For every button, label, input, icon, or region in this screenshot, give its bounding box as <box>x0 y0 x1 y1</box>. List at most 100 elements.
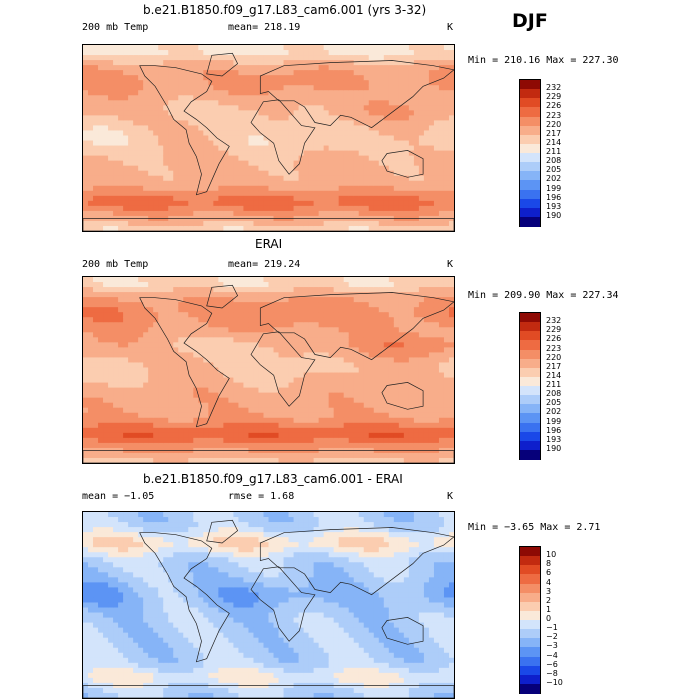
units-label: K <box>447 259 454 270</box>
colorbar-swatch <box>520 313 540 323</box>
colorbar-tick-label: 193 <box>546 434 562 444</box>
colorbar-tick-label: 190 <box>546 210 562 220</box>
colorbar-tick-label: 0 <box>546 614 552 623</box>
coastline <box>139 65 230 196</box>
colorbar-swatch <box>520 171 540 181</box>
colorbar-swatch <box>520 556 540 566</box>
colorbar-swatch <box>520 207 540 218</box>
colorbar-tick-label: 214 <box>546 137 562 147</box>
colorbar-swatch <box>520 647 540 657</box>
colorbar-swatch <box>520 656 540 667</box>
colorbar <box>519 79 541 227</box>
minmax-label: Min = −3.65 Max = 2.71 <box>468 522 601 533</box>
colorbar-swatch <box>520 565 540 575</box>
colorbar-tick-label: −3 <box>546 641 558 651</box>
colorbar-tick-label: 217 <box>546 361 562 371</box>
colorbar-swatch <box>520 322 540 332</box>
coastline <box>139 532 230 663</box>
colorbar-tick-label: 190 <box>546 443 562 453</box>
mean-label: mean= 218.19 <box>228 22 301 33</box>
colorbar-tick-label: 217 <box>546 128 562 138</box>
colorbar-tick-label: 196 <box>546 425 562 435</box>
colorbar-tick-label: 199 <box>546 416 562 426</box>
coastline <box>259 527 454 596</box>
coastline <box>259 60 454 129</box>
colorbar-tick-label: −8 <box>546 668 558 678</box>
mean-label: mean = −1.05 <box>82 491 155 502</box>
colorbar-tick-label: 229 <box>546 325 562 335</box>
colorbar-swatch <box>520 367 540 378</box>
map-field <box>83 277 454 463</box>
colorbar-swatch <box>520 216 540 227</box>
colorbar-swatch <box>520 153 540 163</box>
coastline <box>206 519 239 544</box>
coastline <box>250 566 316 642</box>
colorbar-swatch <box>520 610 540 621</box>
panel-title: b.e21.B1850.f09_g17.L83_cam6.001 (yrs 3-… <box>143 3 427 17</box>
colorbar-swatch <box>520 638 540 648</box>
minmax-label: Min = 210.16 Max = 227.30 <box>468 55 619 66</box>
minmax-label: Min = 209.90 Max = 227.34 <box>468 290 619 301</box>
coastline <box>206 52 239 77</box>
season-label: DJF <box>512 10 548 32</box>
colorbar-swatch <box>520 386 540 396</box>
colorbar-tick-label: 208 <box>546 156 562 166</box>
colorbar-tick-label: 214 <box>546 370 562 380</box>
difference-map <box>82 511 455 699</box>
colorbar-tick-label: 10 <box>546 550 557 560</box>
colorbar-swatch <box>520 376 540 387</box>
coastline <box>83 218 454 231</box>
colorbar-swatch <box>520 98 540 108</box>
colorbar-swatch <box>520 107 540 117</box>
colorbar-tick-label: 205 <box>546 398 562 408</box>
colorbar-swatch <box>520 449 540 460</box>
colorbar-tick-label: 211 <box>546 147 562 156</box>
colorbar-tick-label: −10 <box>546 677 563 687</box>
colorbar-swatch <box>520 413 540 423</box>
coastline <box>381 617 424 645</box>
colorbar-tick-label: 4 <box>546 577 552 587</box>
coastline <box>139 297 230 428</box>
colorbar-tick-label: 232 <box>546 316 562 326</box>
coastline <box>250 331 316 407</box>
colorbar-swatch <box>520 358 540 369</box>
colorbar-tick-label: 223 <box>546 110 562 120</box>
mean-label: mean= 219.24 <box>228 259 301 270</box>
colorbar-tick-label: 1 <box>546 604 552 614</box>
colorbar-tick-label: 208 <box>546 389 562 399</box>
colorbar-swatch <box>520 134 540 145</box>
colorbar-swatch <box>520 198 540 209</box>
colorbar-tick-label: −2 <box>546 632 558 642</box>
variable-label: 200 mb Temp <box>82 259 149 270</box>
colorbar-swatch <box>520 125 540 136</box>
colorbar-swatch <box>520 80 540 90</box>
colorbar <box>519 546 541 694</box>
colorbar-tick-label: 226 <box>546 101 562 111</box>
colorbar-tick-label: 232 <box>546 83 562 93</box>
coastline <box>259 292 454 361</box>
temperature-map <box>82 276 455 464</box>
colorbar-swatch <box>520 592 540 603</box>
colorbar-swatch <box>520 143 540 154</box>
colorbar-tick-label: 8 <box>546 559 552 569</box>
colorbar-tick-label: 196 <box>546 192 562 202</box>
colorbar-tick-label: 229 <box>546 92 562 102</box>
colorbar-swatch <box>520 440 540 451</box>
units-label: K <box>447 491 454 502</box>
colorbar-swatch <box>520 89 540 99</box>
colorbar-tick-label: 6 <box>546 568 552 578</box>
colorbar-tick-label: 220 <box>546 352 562 362</box>
coastline <box>381 150 424 178</box>
colorbar-tick-label: 199 <box>546 183 562 193</box>
colorbar-swatch <box>520 189 540 200</box>
colorbar-tick-label: 211 <box>546 380 562 389</box>
colorbar-tick-label: 2 <box>546 595 552 605</box>
colorbar-swatch <box>520 349 540 360</box>
colorbar-tick-label: −4 <box>546 650 558 660</box>
coastline <box>381 382 424 410</box>
colorbar-swatch <box>520 601 540 612</box>
colorbar-tick-label: 202 <box>546 407 562 417</box>
colorbar-tick-label: 193 <box>546 201 562 211</box>
colorbar-tick-label: −6 <box>546 659 558 669</box>
colorbar-swatch <box>520 340 540 350</box>
